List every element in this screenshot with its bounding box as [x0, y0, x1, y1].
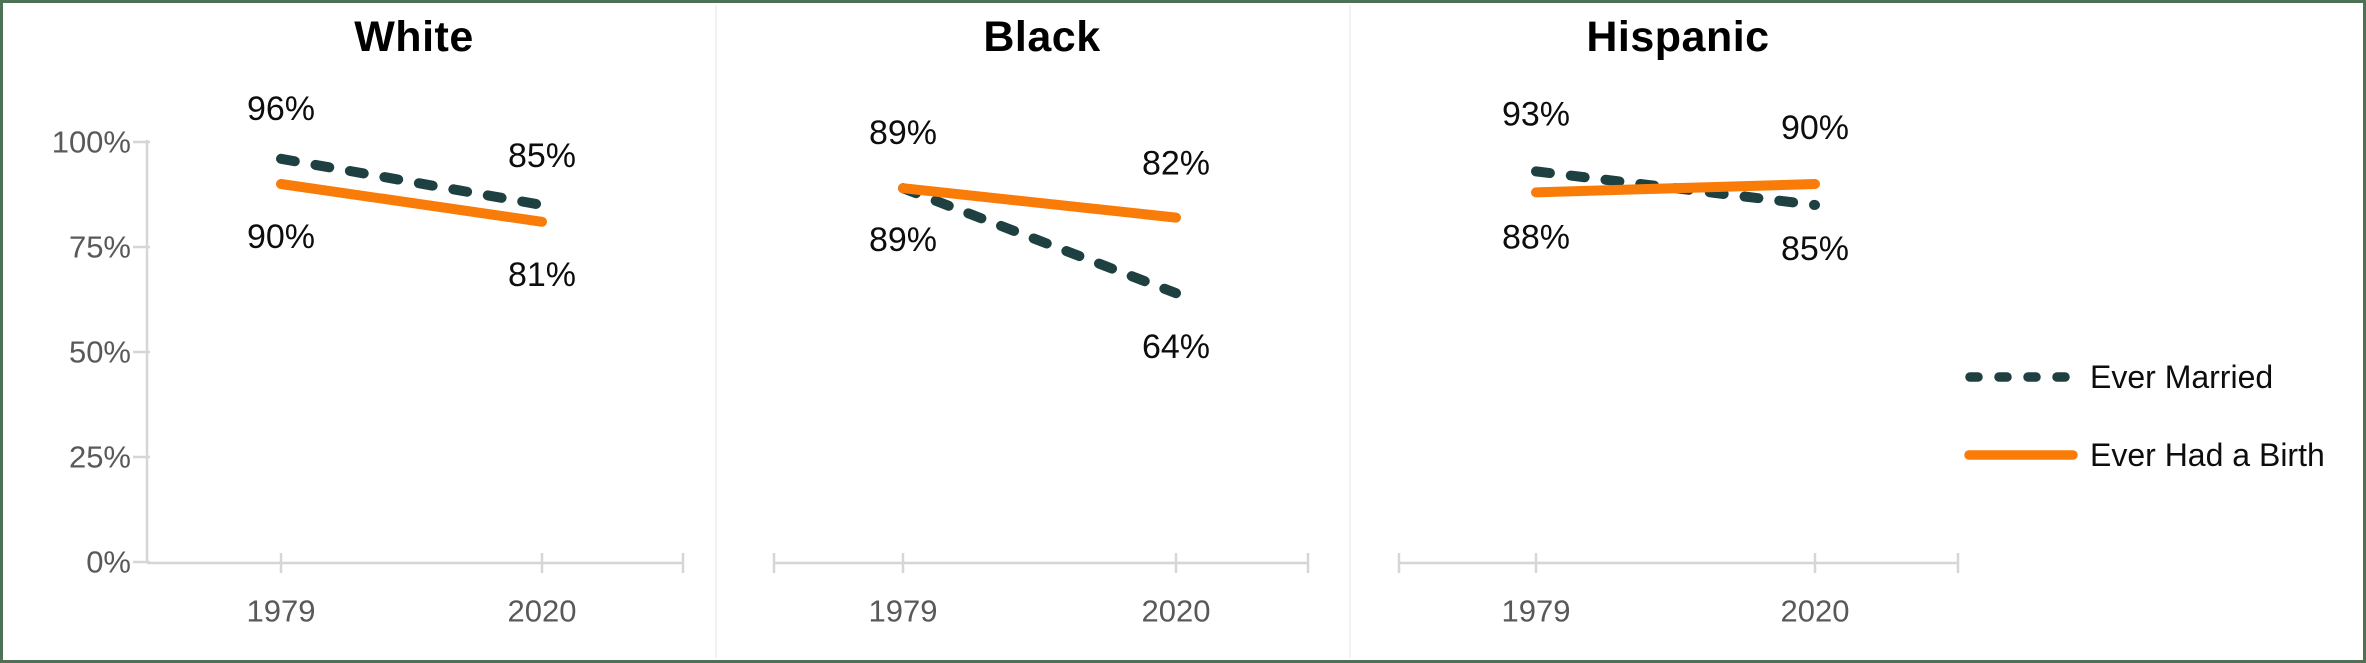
data-label: 85% [1781, 230, 1849, 268]
series-line-ever-married [898, 183, 1181, 299]
data-label: 90% [247, 218, 315, 256]
x-tick-label: 1979 [869, 594, 938, 629]
panel-title-black: Black [983, 13, 1101, 61]
x-tick-label: 2020 [508, 594, 577, 629]
panel-title-hispanic: Hispanic [1586, 13, 1770, 61]
data-label: 85% [508, 137, 576, 175]
x-tick-label: 1979 [1502, 594, 1571, 629]
legend-item-ever-had-a-birth: Ever Had a Birth [1964, 433, 2325, 477]
y-tick-label: 100% [52, 125, 131, 160]
data-label: 89% [869, 114, 937, 152]
y-tick-label: 75% [69, 230, 131, 265]
series-line-ever-had-a-birth [1531, 179, 1820, 198]
data-label: 89% [869, 221, 937, 259]
x-tick-label: 1979 [247, 594, 316, 629]
data-label: 88% [1502, 218, 1570, 256]
data-label: 82% [1142, 145, 1210, 183]
series-line-ever-had-a-birth [276, 179, 547, 227]
series-line-ever-married [276, 153, 547, 210]
series-line-ever-had-a-birth [898, 183, 1181, 223]
y-tick-label: 25% [69, 440, 131, 475]
y-tick-label: 0% [86, 545, 131, 580]
legend-label-ever-had-a-birth: Ever Had a Birth [2090, 436, 2325, 473]
legend-label-ever-married: Ever Married [2090, 358, 2274, 395]
grouped-line-chart: 0% 25% 50% 75% 100% 1979 2020 96% 85% 90% 81% 1979 2… [52, 5, 1960, 658]
data-label: 93% [1502, 95, 1570, 133]
legend: Ever Married Ever Had a Birth [1964, 355, 2325, 511]
dashed-line-swatch [1965, 372, 2077, 382]
data-label: 81% [508, 256, 576, 294]
data-label: 90% [1781, 109, 1849, 147]
legend-item-ever-married: Ever Married [1964, 355, 2325, 399]
panel-title-white: White [354, 13, 474, 61]
y-tick-label: 50% [69, 335, 131, 370]
data-label: 64% [1142, 328, 1210, 366]
x-tick-label: 2020 [1142, 594, 1211, 629]
data-label: 96% [247, 90, 315, 128]
x-tick-label: 2020 [1781, 594, 1850, 629]
solid-line-swatch [1964, 450, 2078, 460]
